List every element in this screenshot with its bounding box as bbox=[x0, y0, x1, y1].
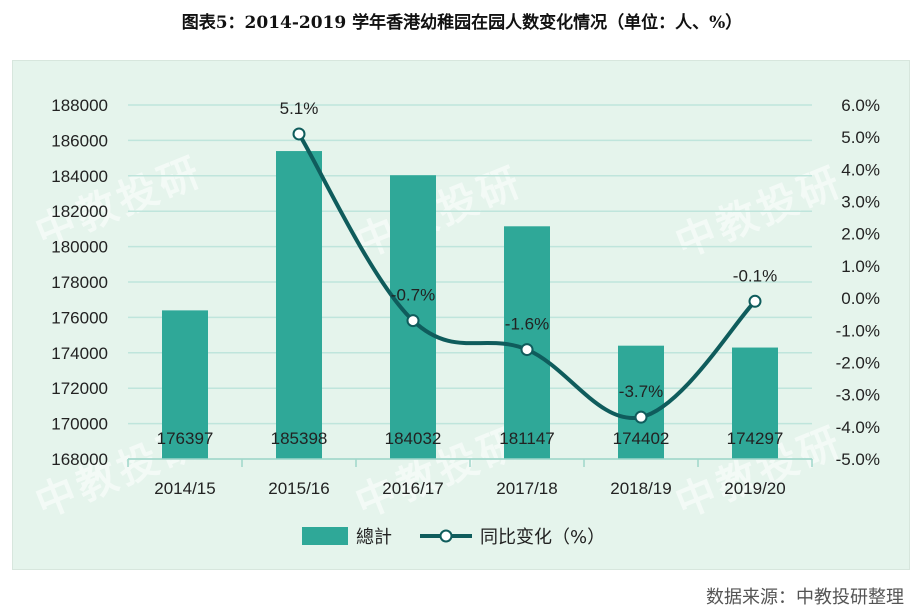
y-left-tick-label: 176000 bbox=[51, 308, 108, 327]
y-left-tick-label: 188000 bbox=[51, 96, 108, 115]
y-left-tick-label: 172000 bbox=[51, 379, 108, 398]
legend-bar-label: 總計 bbox=[356, 527, 392, 548]
bar bbox=[276, 151, 322, 459]
bar-value-label: 174402 bbox=[613, 429, 670, 448]
y-right-tick-label: 2.0% bbox=[841, 225, 880, 244]
y-right-tick-label: -4.0% bbox=[836, 418, 880, 437]
data-source: 数据来源：中教投研整理 bbox=[706, 587, 904, 608]
chart-title: 图表5：2014-2019 学年香港幼稚园在园人数变化情况（单位：人、%） bbox=[181, 13, 743, 33]
bar-value-label: 181147 bbox=[499, 429, 554, 448]
bar-value-label: 184032 bbox=[385, 429, 442, 448]
line-value-label: -0.1% bbox=[733, 266, 777, 285]
y-right-tick-label: 3.0% bbox=[841, 193, 880, 212]
y-right-tick-label: -3.0% bbox=[836, 386, 880, 405]
x-tick-label: 2019/20 bbox=[724, 479, 785, 498]
line-value-label: 5.1% bbox=[280, 99, 319, 118]
line-point bbox=[748, 294, 762, 308]
y-left-tick-label: 184000 bbox=[51, 167, 108, 186]
line-point bbox=[406, 314, 420, 328]
y-right-tick-label: 0.0% bbox=[841, 289, 880, 308]
y-right-tick-label: -5.0% bbox=[836, 450, 880, 469]
y-right-tick-label: -2.0% bbox=[836, 353, 880, 372]
y-left-tick-label: 170000 bbox=[51, 415, 108, 434]
y-left-tick-label: 180000 bbox=[51, 238, 108, 257]
y-left-tick-label: 174000 bbox=[51, 344, 108, 363]
legend-line-label: 同比变化（%） bbox=[480, 527, 605, 548]
legend-line-marker bbox=[439, 529, 453, 543]
x-tick-label: 2018/19 bbox=[610, 479, 671, 498]
y-left-tick-label: 178000 bbox=[51, 273, 108, 292]
bar bbox=[732, 347, 778, 459]
bar-value-label: 174297 bbox=[727, 429, 784, 448]
x-tick-label: 2016/17 bbox=[382, 479, 443, 498]
bar-value-label: 185398 bbox=[271, 429, 328, 448]
line-point bbox=[520, 343, 534, 357]
bar bbox=[162, 310, 208, 459]
line-value-label: -0.7% bbox=[391, 286, 435, 305]
bar-value-label: 176397 bbox=[157, 429, 214, 448]
chart-panel bbox=[12, 60, 910, 570]
y-left-tick-label: 168000 bbox=[51, 450, 108, 469]
y-right-tick-label: 4.0% bbox=[841, 160, 880, 179]
y-right-tick-label: -1.0% bbox=[836, 321, 880, 340]
y-right-tick-label: 1.0% bbox=[841, 257, 880, 276]
bar bbox=[618, 345, 664, 459]
line-value-label: -3.7% bbox=[619, 382, 663, 401]
bar bbox=[504, 226, 550, 459]
legend-bar-swatch bbox=[302, 527, 348, 545]
y-left-tick-label: 182000 bbox=[51, 202, 108, 221]
line-point bbox=[292, 127, 306, 141]
y-right-tick-label: 5.0% bbox=[841, 128, 880, 147]
x-tick-label: 2015/16 bbox=[268, 479, 329, 498]
x-tick-label: 2017/18 bbox=[496, 479, 557, 498]
line-point bbox=[634, 410, 648, 424]
line-value-label: -1.6% bbox=[505, 315, 549, 334]
y-left-tick-label: 186000 bbox=[51, 131, 108, 150]
y-right-tick-label: 6.0% bbox=[841, 96, 880, 115]
x-tick-label: 2014/15 bbox=[154, 479, 215, 498]
